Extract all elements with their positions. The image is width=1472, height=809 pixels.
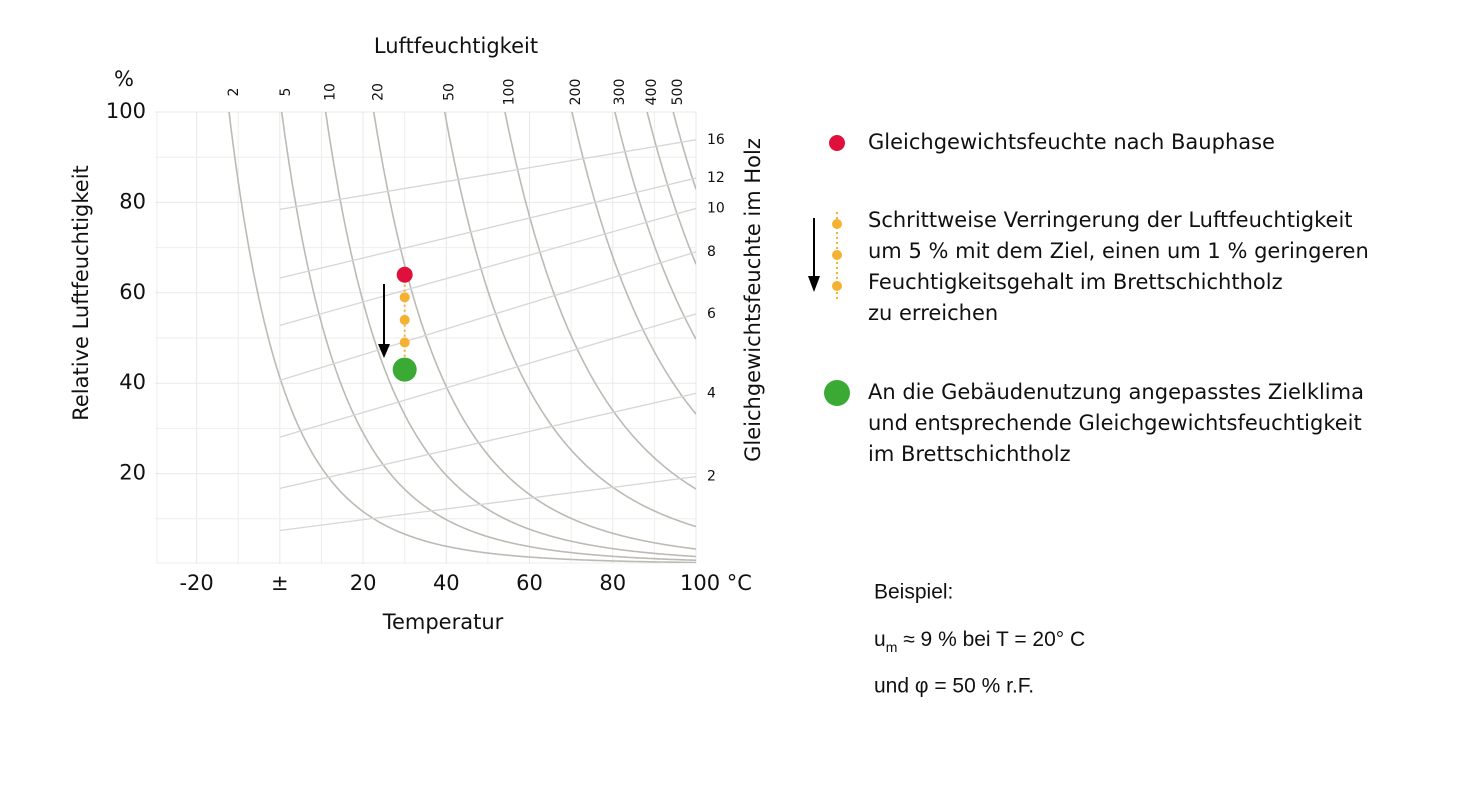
x-tick-label: 40 [433, 571, 460, 595]
x-tick-label: 20 [350, 571, 377, 595]
legend-marker [829, 135, 845, 151]
point [399, 337, 410, 348]
humidity-isoline [614, 112, 696, 340]
isolines [228, 112, 696, 563]
humidity-isoline [443, 112, 696, 528]
right-tick-label: 12 [707, 170, 725, 186]
legend-label: Schrittweise Verringerung der Luftfeucht… [868, 208, 1369, 325]
x-axis-title: Temperatur [382, 610, 504, 634]
x-tick-label: 80 [599, 571, 626, 595]
moisture-isoline [279, 313, 696, 438]
right-tick-label: 2 [707, 469, 716, 485]
top-tick-label: 20 [371, 83, 387, 101]
top-tick-label: 100 [502, 79, 518, 106]
legend-marker [832, 219, 842, 229]
moisture-isoline [279, 207, 696, 326]
top-tick-label: 400 [644, 79, 660, 106]
right-tick-label: 8 [707, 244, 716, 260]
top-tick-label: 2 [226, 88, 242, 97]
humidity-isoline [280, 112, 696, 562]
right-axis-title: Gleichgewichtsfeuchte im Holz [741, 138, 765, 462]
moisture-isoline [279, 475, 696, 532]
subscript: m [886, 639, 898, 655]
point [399, 314, 410, 325]
example-line: um ≈ 9 % bei T = 20° C [874, 628, 1085, 655]
y-tick-label: 80 [119, 189, 146, 213]
right-tick-label: 16 [707, 132, 725, 148]
y-tick-label: 20 [119, 461, 146, 485]
humidity-isoline [324, 112, 696, 558]
x-tick-label: ± [271, 571, 289, 595]
legend-label: Gleichgewichtsfeuchte nach Bauphase [868, 130, 1275, 154]
y-unit: % [114, 67, 134, 91]
y-axis-title: Relative Luftfeuchtigkeit [69, 165, 93, 421]
point [392, 357, 417, 382]
top-tick-label: 200 [568, 79, 584, 106]
right-tick-label: 6 [707, 306, 716, 322]
moisture-isoline [279, 177, 696, 279]
moisture-isoline [279, 139, 696, 211]
arrow-head [378, 344, 390, 358]
point [399, 292, 410, 303]
legend-marker [832, 281, 842, 291]
example-text: ≈ 9 % bei T = 20° C [897, 628, 1085, 651]
x-tick-label: -20 [179, 571, 213, 595]
y-tick-label: 100 [106, 99, 146, 123]
top-tick-label: 5 [278, 88, 294, 97]
moisture-isoline [279, 251, 696, 381]
legend-marker [824, 380, 850, 406]
humidity-isoline [571, 112, 696, 415]
humidity-isoline [504, 112, 696, 490]
top-tick-label: 10 [323, 83, 339, 101]
legend-label: An die Gebäudenutzung angepasstes Zielkl… [868, 380, 1364, 466]
y-tick-label: 40 [119, 370, 146, 394]
example-title: Beispiel: [874, 581, 953, 604]
top-tick-label: 500 [670, 79, 686, 106]
moisture-isoline [279, 392, 696, 490]
right-tick-label: 10 [707, 200, 725, 216]
top-tick-label: 50 [441, 83, 457, 101]
humidity-isoline [372, 112, 696, 550]
symbol: u [874, 628, 886, 651]
x-tick-label: 100 °C [680, 571, 752, 595]
point [396, 266, 413, 283]
humidity-isoline [228, 112, 696, 563]
legend-marker [832, 250, 842, 260]
y-tick-label: 60 [119, 280, 146, 304]
humidity-isoline [646, 112, 696, 265]
x-tick-label: 60 [516, 571, 543, 595]
top-tick-label: 300 [612, 79, 628, 106]
example-line: und φ = 50 % r.F. [874, 675, 1034, 698]
humidity-isoline [672, 112, 696, 190]
legend-arrow-head [808, 276, 820, 292]
top-axis-title: Luftfeuchtigkeit [374, 34, 538, 58]
right-tick-label: 4 [707, 385, 716, 401]
